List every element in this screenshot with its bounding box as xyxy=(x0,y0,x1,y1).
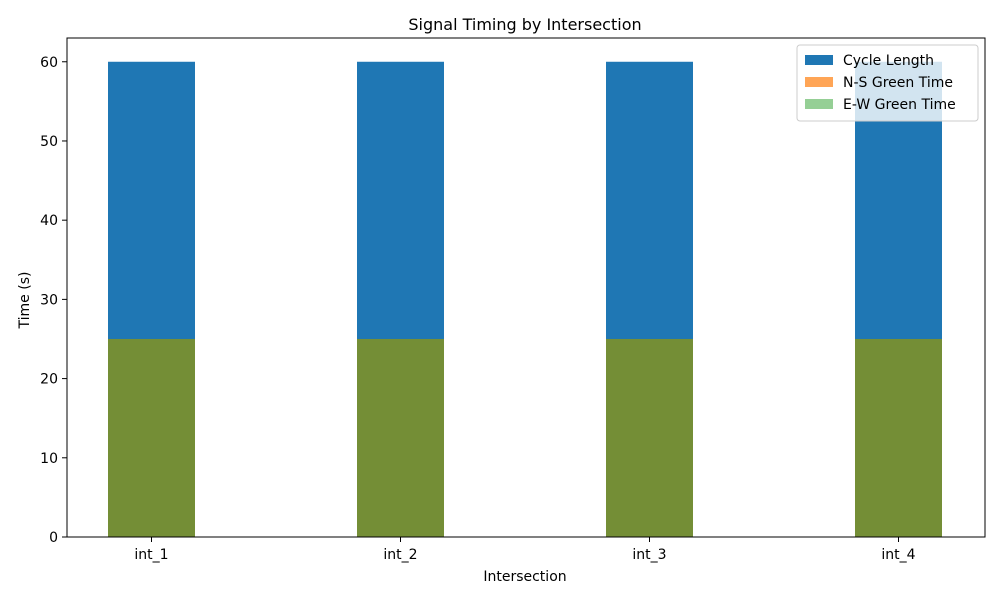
y-tick-label: 30 xyxy=(40,292,58,308)
x-tick-label: int_2 xyxy=(383,547,417,563)
x-tick-label: int_4 xyxy=(881,547,915,563)
legend: Cycle Length N-S Green Time E-W Green Time xyxy=(796,44,979,122)
bars-layer xyxy=(108,61,942,538)
y-tick-label: 60 xyxy=(40,55,58,71)
y-tick-label: 20 xyxy=(40,372,58,388)
legend-label: Cycle Length xyxy=(843,53,934,69)
bar-e-w-green-time-int_4 xyxy=(855,338,942,537)
x-tick-label: int_1 xyxy=(134,547,168,563)
bar-e-w-green-time-int_1 xyxy=(108,338,195,537)
y-axis-label: Time (s) xyxy=(17,272,33,330)
axes-layer: 0 10 20 30 40 50 60 int_1 int_2 int_3 int_4 xyxy=(40,37,986,563)
y-tick-label: 50 xyxy=(40,134,58,150)
legend-box xyxy=(796,44,979,122)
y-tick-label: 40 xyxy=(40,213,58,229)
x-axis-label: Intersection xyxy=(483,569,566,585)
legend-swatch xyxy=(805,77,833,87)
legend-swatch xyxy=(805,55,833,65)
bar-e-w-green-time-int_2 xyxy=(357,338,444,537)
y-tick-label: 0 xyxy=(49,530,58,546)
legend-swatch xyxy=(805,99,833,109)
x-tick-label: int_3 xyxy=(632,547,666,563)
y-tick-label: 10 xyxy=(40,451,58,467)
legend-label: E-W Green Time xyxy=(843,97,956,113)
chart-title: Signal Timing by Intersection xyxy=(408,15,641,34)
plot-frame xyxy=(66,37,986,538)
bar-e-w-green-time-int_3 xyxy=(606,338,693,537)
legend-label: N-S Green Time xyxy=(843,75,953,91)
